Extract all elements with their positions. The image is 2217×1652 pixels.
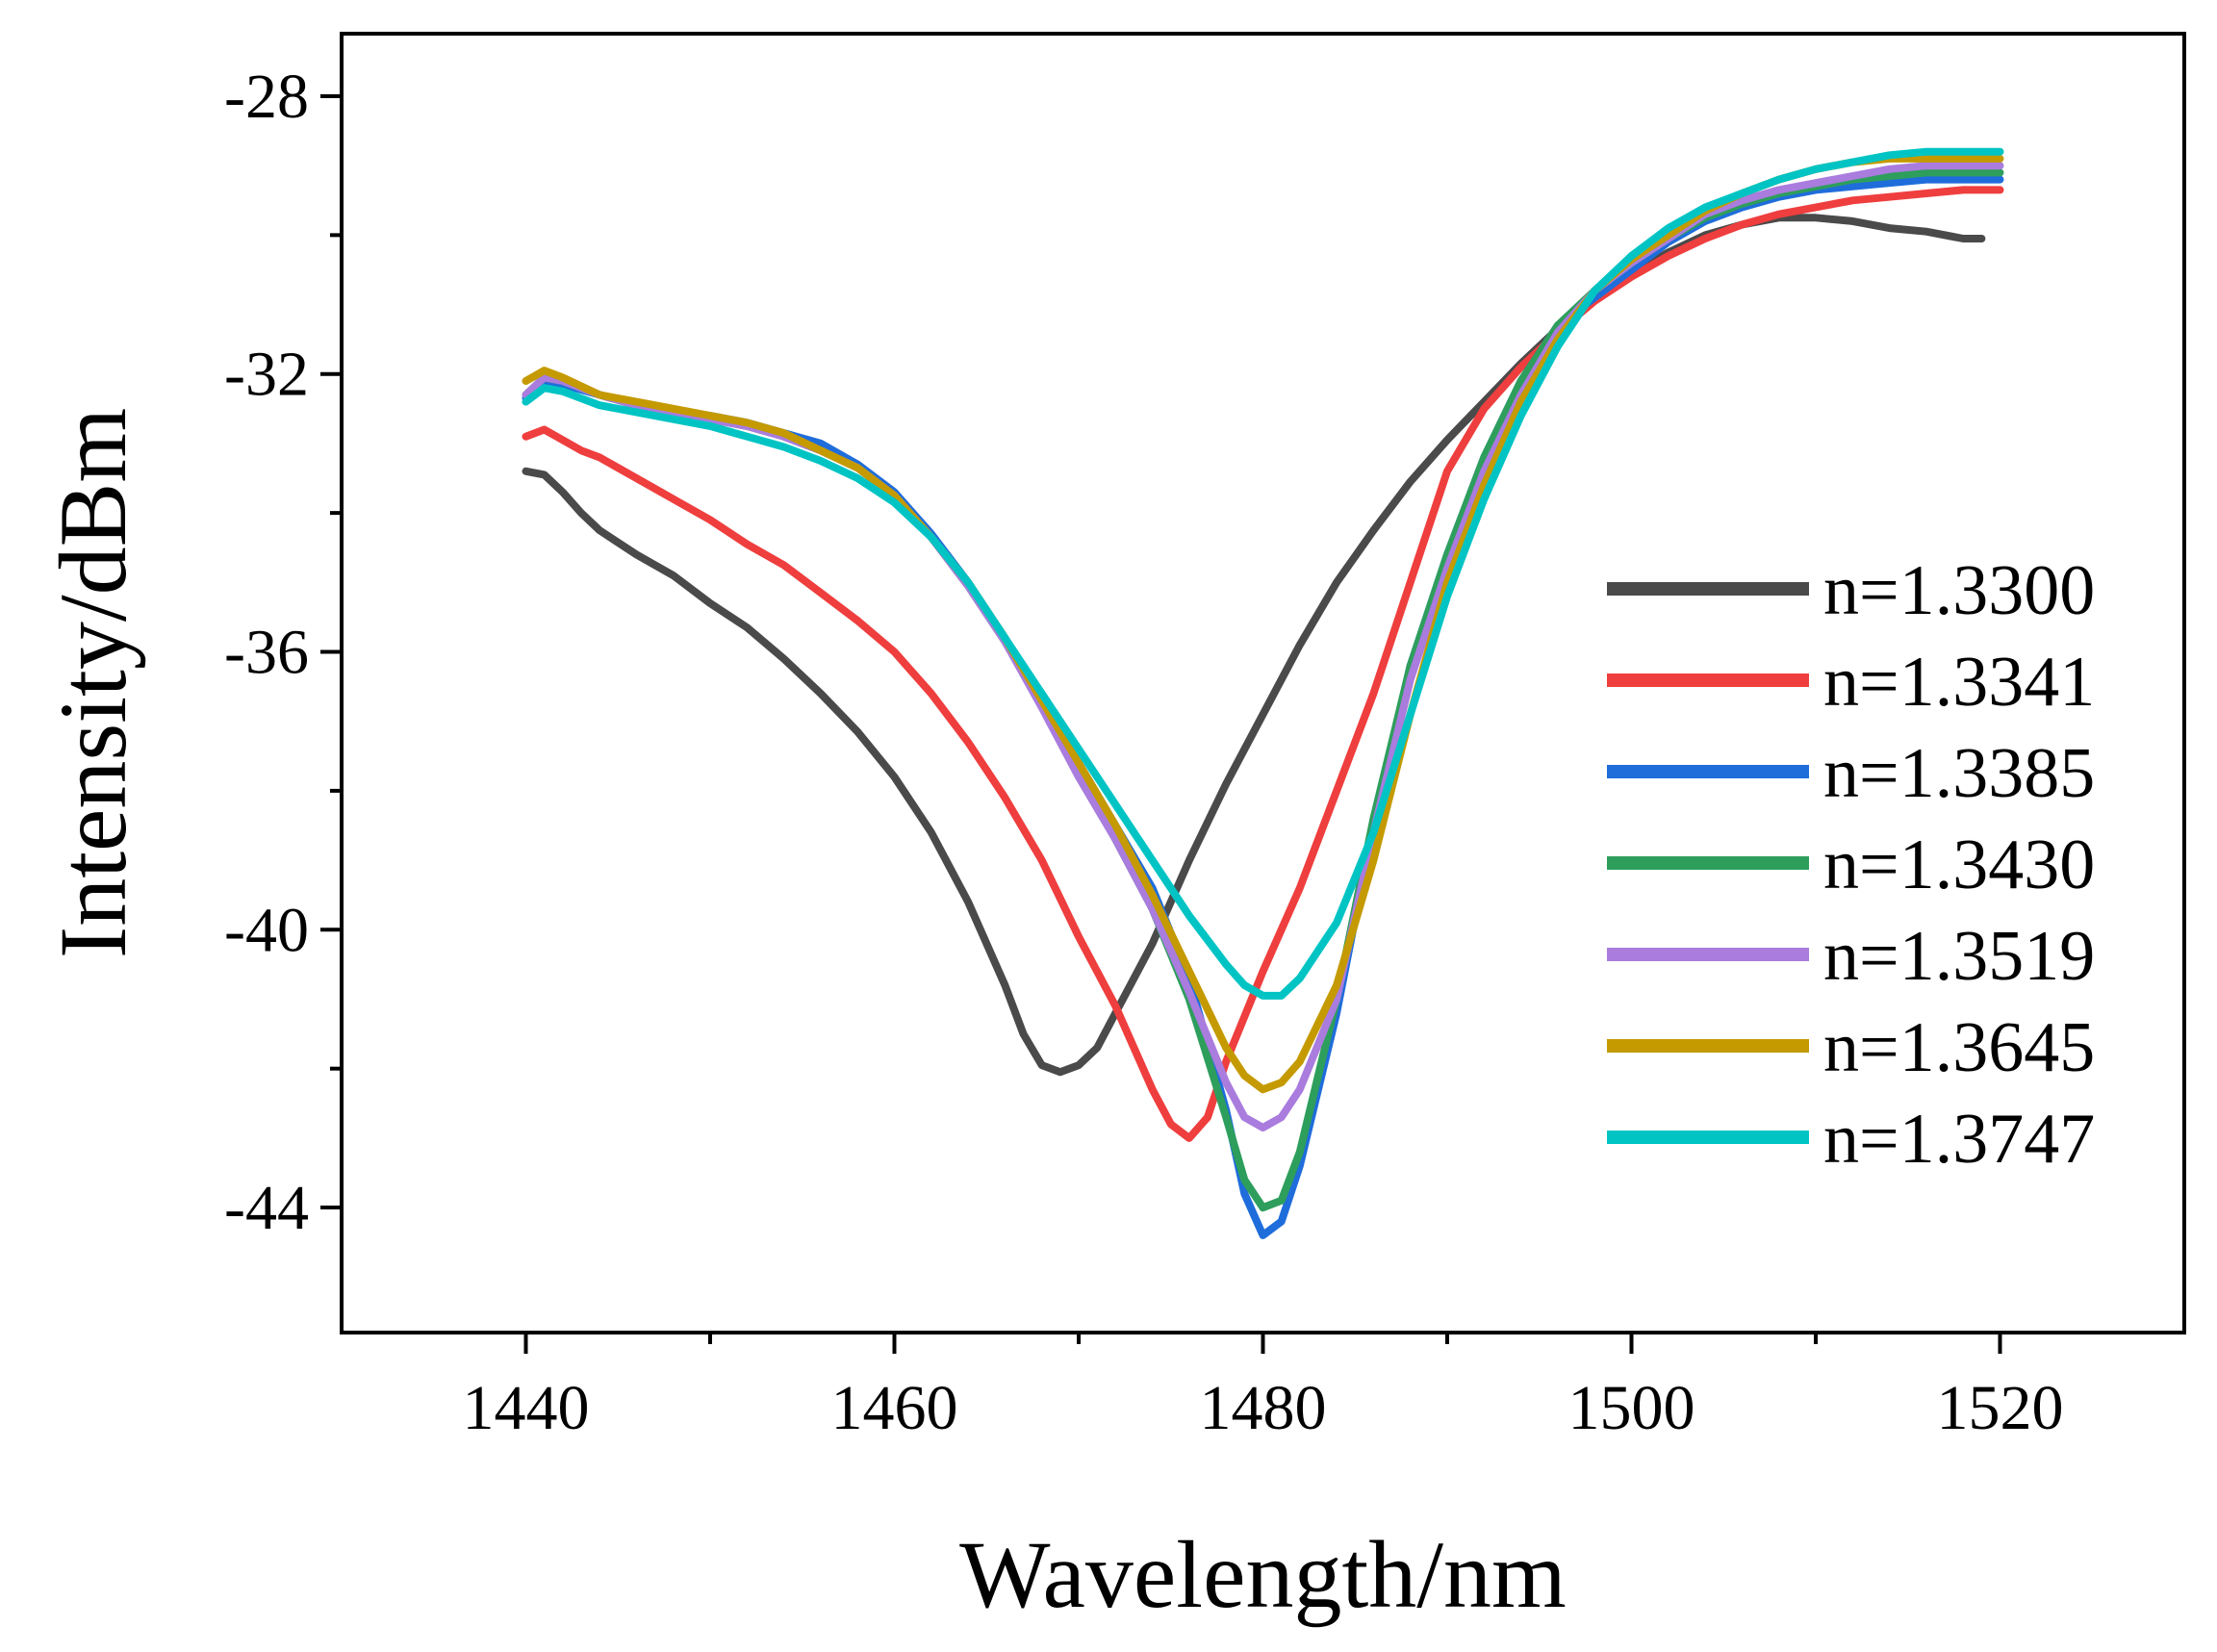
axes-layer: 1440 1460 1480 1500 1520 -28 -32 -36 -40 -44 xyxy=(224,32,2186,1443)
series-line-7 xyxy=(522,147,2004,1000)
y-tick-label--36: -36 xyxy=(224,618,309,688)
series-line-2 xyxy=(522,186,2004,1142)
y-tick-label--44: -44 xyxy=(224,1173,309,1243)
legend-label-1: n=1.3300 xyxy=(1823,551,2095,630)
y-tick-label--40: -40 xyxy=(224,895,309,965)
legend-label-3: n=1.3385 xyxy=(1823,734,2095,813)
x-tick-label-1460: 1460 xyxy=(831,1373,958,1443)
legend-label-6: n=1.3645 xyxy=(1823,1008,2095,1087)
x-tick-label-1520: 1520 xyxy=(1937,1373,2064,1443)
series-line-5 xyxy=(522,162,2004,1131)
series-line-1 xyxy=(522,214,1986,1077)
y-tick-label--32: -32 xyxy=(224,340,309,410)
x-tick-label-1500: 1500 xyxy=(1568,1373,1695,1443)
y-tick-label--28: -28 xyxy=(224,62,309,132)
series-layer xyxy=(522,147,2004,1239)
legend-label-2: n=1.3341 xyxy=(1823,643,2095,722)
x-tick-label-1440: 1440 xyxy=(463,1373,590,1443)
legend-label-5: n=1.3519 xyxy=(1823,917,2095,996)
y-axis-title: Intensity/dBm xyxy=(39,408,146,958)
x-axis-title: Wavelength/nm xyxy=(959,1521,1567,1628)
legend-label-4: n=1.3430 xyxy=(1823,826,2095,904)
legend: n=1.3300 n=1.3341 n=1.3385 n=1.3430 n=1.3519… xyxy=(1607,551,2095,1179)
legend-label-7: n=1.3747 xyxy=(1823,1100,2095,1179)
x-tick-label-1480: 1480 xyxy=(1200,1373,1327,1443)
